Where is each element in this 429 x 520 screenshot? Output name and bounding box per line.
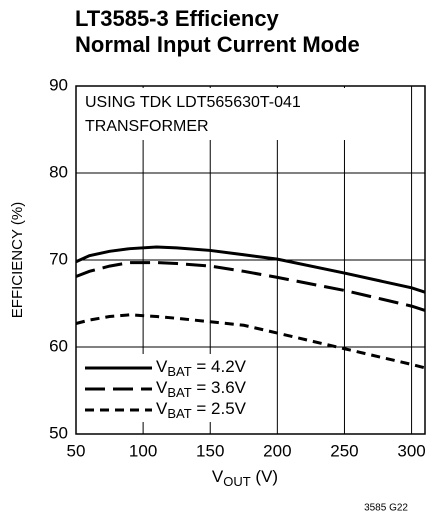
plot-frame [75,85,426,435]
annotation: USING TDK LDT565630T-041 [85,94,301,111]
chart-title: Normal Input Current Mode [75,32,360,57]
y-tick-label: 60 [49,336,68,355]
footnote: 3585 G22 [364,503,408,514]
legend-label: VBAT = 4.2V [156,357,247,379]
legend-label: VBAT = 2.5V [156,399,247,421]
x-tick-label: 300 [397,441,425,460]
x-axis-label: VOUT (V) [212,467,278,489]
series-line [75,245,426,294]
series-line [75,313,426,370]
y-tick-label: 90 [49,75,68,94]
x-tick-label: 50 [67,441,86,460]
x-tick-label: 200 [263,441,291,460]
y-tick-label: 80 [49,162,68,181]
legend-label: VBAT = 3.6V [156,378,247,400]
chart-title: LT3585-3 Efficiency [75,6,280,31]
x-tick-label: 250 [330,441,358,460]
y-axis-label: EFFICIENCY (%) [9,202,26,318]
y-tick-label: 70 [49,249,68,268]
x-tick-label: 150 [196,441,224,460]
y-tick-label: 50 [49,423,68,442]
series-line [75,261,426,312]
x-tick-label: 100 [129,441,157,460]
annotation: TRANSFORMER [85,118,209,135]
annotation-bg [78,88,346,140]
